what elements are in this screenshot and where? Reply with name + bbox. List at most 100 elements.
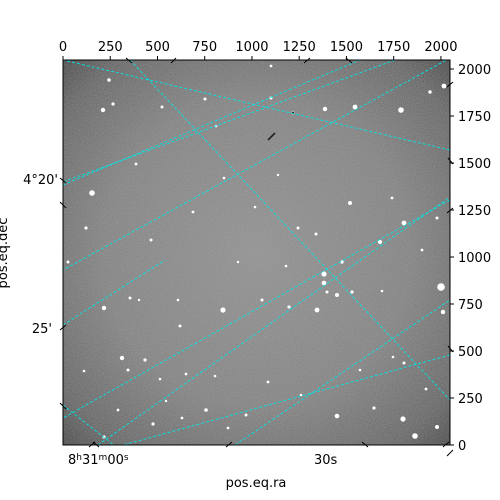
star <box>236 260 240 264</box>
star <box>149 238 153 242</box>
world-tick <box>361 441 369 448</box>
world-tick <box>446 449 454 457</box>
world-tick <box>92 441 100 448</box>
y-pixel-tick-label: 250 <box>458 392 483 407</box>
star <box>164 399 168 403</box>
world-tick <box>170 57 177 64</box>
star <box>220 307 226 313</box>
grid-line <box>63 404 115 445</box>
y-pixel-tick-label: 1750 <box>458 110 491 125</box>
star <box>276 173 280 177</box>
star <box>107 78 111 82</box>
grid-line <box>63 60 396 183</box>
star <box>340 260 344 264</box>
x-pixel-tick-label: 2000 <box>424 40 457 55</box>
star <box>380 289 384 293</box>
star <box>391 355 395 359</box>
star <box>178 324 182 328</box>
star <box>377 239 383 245</box>
star <box>314 232 318 236</box>
star <box>203 97 207 101</box>
world-tick <box>59 177 67 184</box>
star <box>126 368 130 372</box>
star <box>296 226 300 230</box>
star <box>398 107 404 113</box>
coordinate-grid <box>63 60 450 445</box>
x-pixel-tick-label: 1000 <box>235 40 268 55</box>
star <box>260 298 264 302</box>
star <box>299 393 303 397</box>
star <box>435 216 439 220</box>
star <box>176 298 180 302</box>
grid-line <box>97 196 450 445</box>
world-tick <box>59 402 67 410</box>
star <box>350 290 354 294</box>
world-tick <box>345 57 353 64</box>
star <box>151 422 155 426</box>
star <box>435 425 439 429</box>
star <box>424 387 428 391</box>
world-tick <box>59 201 67 209</box>
y-pixel-tick-label: 2000 <box>458 63 491 78</box>
star <box>348 201 352 205</box>
star <box>137 298 141 302</box>
y-pixel-tick-label: 1000 <box>458 251 491 266</box>
x-pixel-tick-label: 1250 <box>283 40 316 55</box>
grid-line <box>63 259 166 326</box>
star <box>226 426 230 430</box>
star <box>284 264 288 268</box>
x-pixel-tick-label: 250 <box>98 40 123 55</box>
star <box>334 413 340 419</box>
y-pixel-tick-label: 1500 <box>458 157 491 172</box>
star <box>372 406 376 410</box>
star <box>158 377 162 381</box>
star <box>119 355 125 361</box>
grid-line <box>234 299 450 445</box>
star <box>352 104 358 110</box>
grid-line <box>63 199 450 419</box>
star <box>134 162 138 166</box>
star <box>420 248 424 252</box>
y-axis-title: pos.eq.dec <box>0 218 11 289</box>
grid-line <box>63 60 450 151</box>
star <box>401 220 407 226</box>
star <box>325 290 329 294</box>
world-tick <box>446 81 454 88</box>
star <box>66 260 70 264</box>
star <box>160 105 164 109</box>
star <box>84 226 88 230</box>
world-tick <box>442 441 450 448</box>
y-pixel-tick-label: 750 <box>458 298 483 313</box>
star <box>437 283 445 291</box>
x-pixel-tick-label: 750 <box>192 40 217 55</box>
world-tick <box>225 441 233 448</box>
x-pixel-tick-label: 1750 <box>377 40 410 55</box>
star <box>204 408 208 412</box>
world-tick <box>303 57 311 64</box>
streak <box>267 132 276 141</box>
star <box>191 210 195 214</box>
y-pixel-tick-label: 500 <box>458 345 483 360</box>
x-pixel-tick-label: 1500 <box>330 40 363 55</box>
grid-line <box>63 60 448 271</box>
world-tick <box>59 324 67 331</box>
image-panel <box>62 59 451 446</box>
star <box>321 280 327 286</box>
star <box>253 205 257 209</box>
star <box>314 307 320 313</box>
world-tick <box>125 57 133 64</box>
star <box>100 107 106 113</box>
star <box>82 369 86 373</box>
ra-tick-label-1: 8h31m00s <box>68 453 129 468</box>
star <box>222 176 226 180</box>
x-pixel-tick-label: 0 <box>59 40 67 55</box>
star <box>402 361 406 365</box>
star <box>180 416 184 420</box>
dec-tick-label-2: 25' <box>32 322 52 337</box>
star <box>269 64 273 68</box>
star <box>143 358 147 362</box>
star <box>390 196 394 200</box>
star <box>116 408 120 412</box>
star <box>128 296 132 300</box>
